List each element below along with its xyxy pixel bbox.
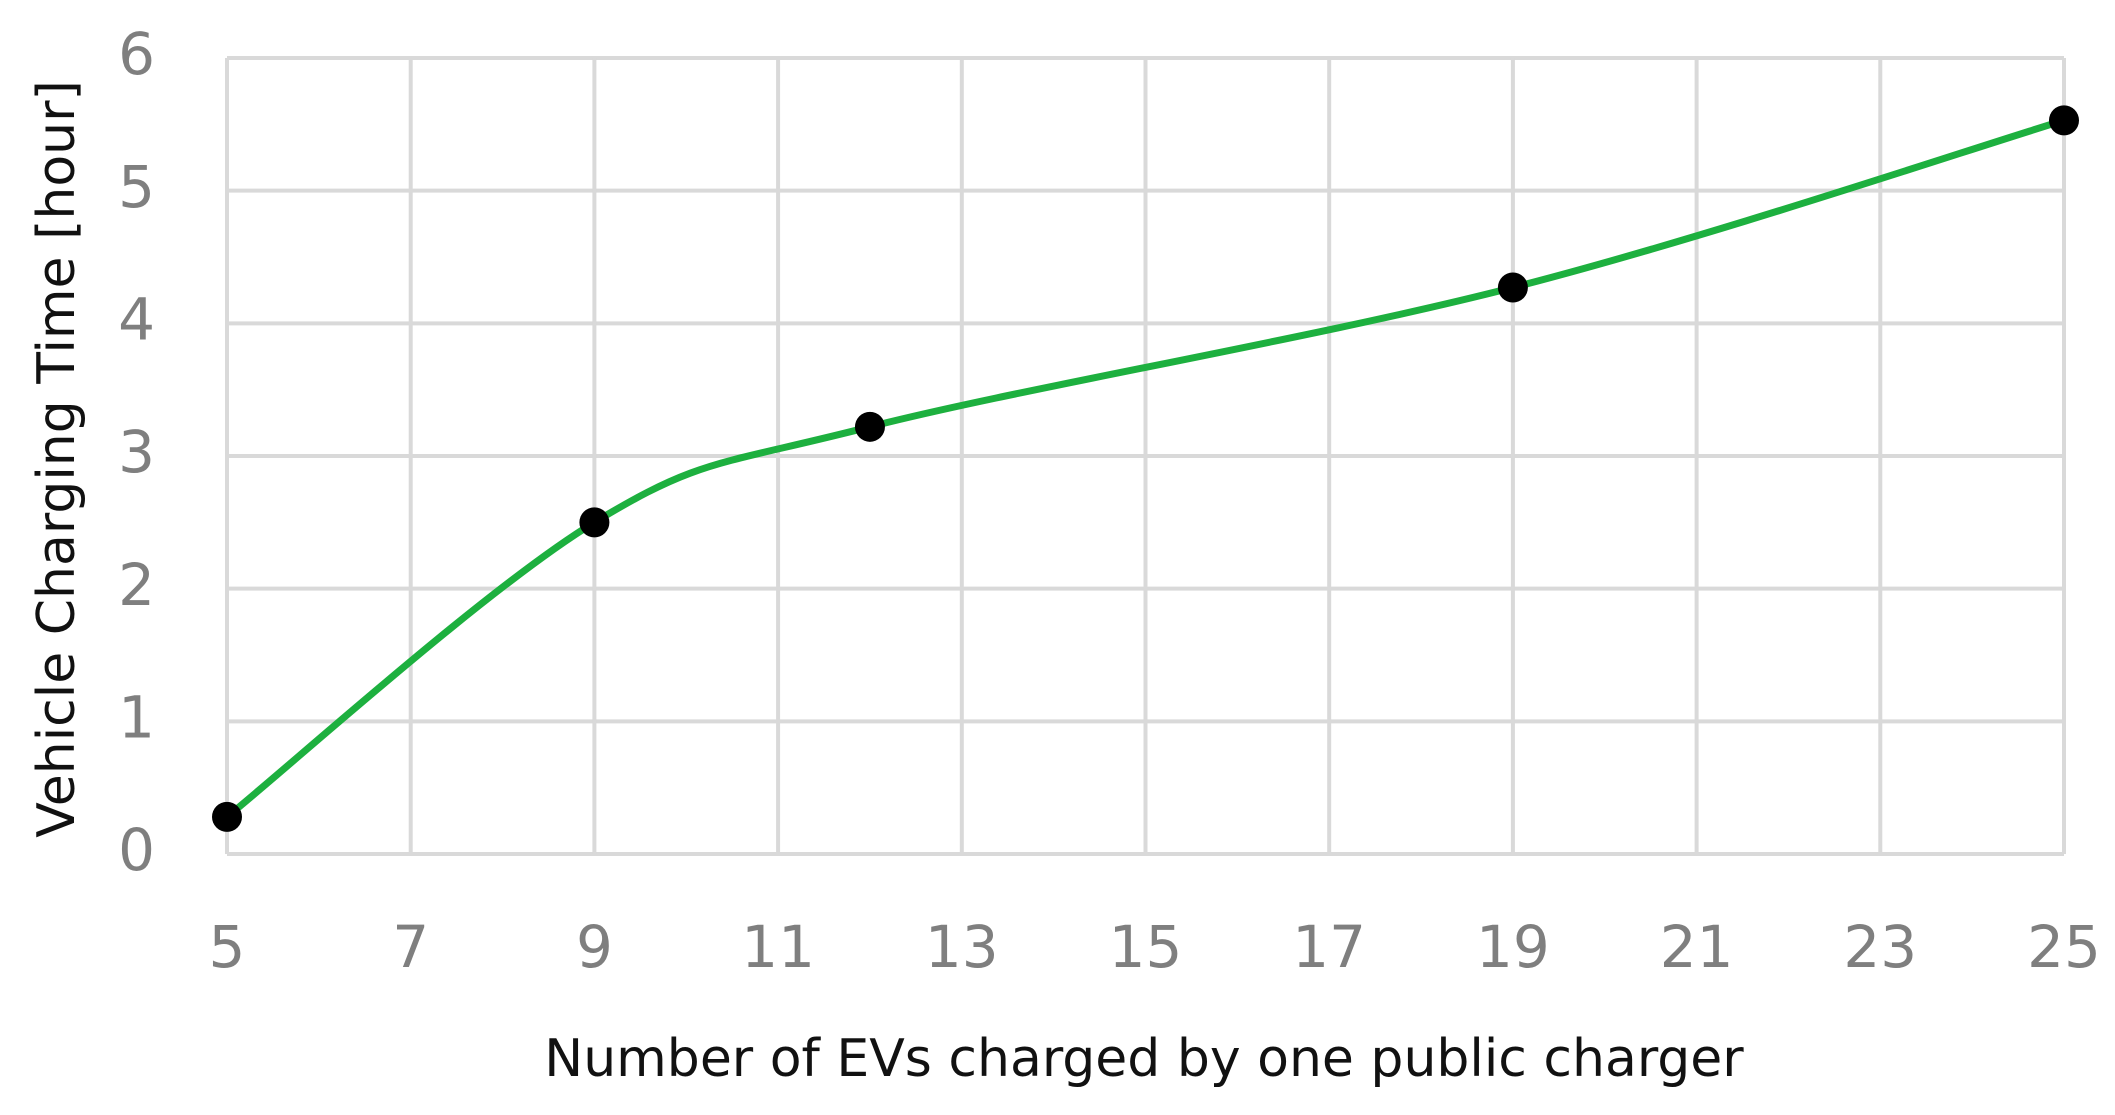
marker <box>2049 105 2079 136</box>
y-tick-label: 2 <box>118 551 155 619</box>
y-tick-label: 4 <box>118 285 155 353</box>
x-tick-label: 15 <box>1109 913 1183 981</box>
x-axis-title: Number of EVs charged by one public char… <box>544 1029 1744 1089</box>
x-tick-label: 23 <box>1843 913 1917 981</box>
x-tick-label: 11 <box>741 913 815 981</box>
line <box>224 117 2066 820</box>
marker <box>1497 272 1528 303</box>
x-tick-label: 21 <box>1660 913 1734 981</box>
x-tick-label: 7 <box>392 913 429 981</box>
x-tick-label: 19 <box>1476 913 1550 981</box>
x-tick-label: 9 <box>576 913 613 981</box>
y-tick-label: 1 <box>118 683 155 751</box>
plot <box>212 105 2079 832</box>
x-tick-label: 13 <box>925 913 999 981</box>
x-tick-label: 25 <box>2027 913 2101 981</box>
y-tick-label: 5 <box>118 153 155 221</box>
y-tick-label: 3 <box>118 418 155 486</box>
x-tick-label: 5 <box>209 913 246 981</box>
x-tick-label: 17 <box>1292 913 1366 981</box>
y-axis-title: Vehicle Charging Time [hour] <box>27 80 87 838</box>
y-tick-label: 6 <box>118 20 155 88</box>
marker <box>579 507 610 538</box>
grid <box>225 56 2066 856</box>
y-tick-label: 0 <box>118 816 155 884</box>
marker <box>212 801 242 832</box>
marker <box>854 411 885 442</box>
